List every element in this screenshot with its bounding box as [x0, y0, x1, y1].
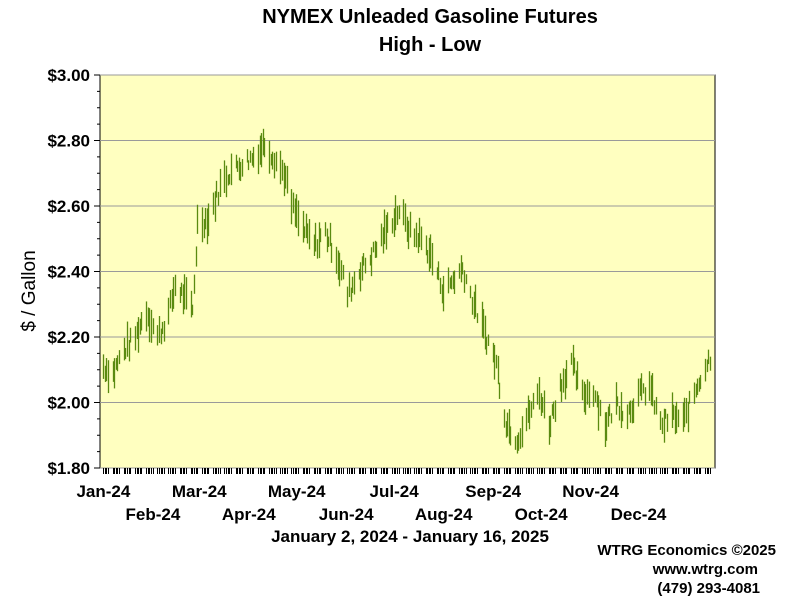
x-axis-ticks: [103, 468, 711, 474]
y-tick-label: $2.60: [47, 197, 90, 216]
credit-website[interactable]: www.wtrg.com: [652, 561, 758, 578]
x-month-label: Apr-24: [222, 505, 276, 524]
x-month-label: Nov-24: [562, 482, 619, 501]
credit-company: WTRG Economics ©2025: [597, 542, 776, 559]
x-month-label: Jun-24: [319, 505, 374, 524]
y-tick-label: $2.20: [47, 328, 90, 347]
grid-lines: [94, 74, 715, 469]
y-tick-label: $1.80: [47, 459, 90, 478]
y-axis-labels: $1.80 $2.00 $2.20 $2.40 $2.60 $2.80 $3.00: [47, 66, 90, 478]
x-month-label: Jan-24: [76, 482, 130, 501]
credit-phone: (479) 293-4081: [657, 580, 760, 597]
x-month-label: Oct-24: [515, 505, 568, 524]
x-month-label: Aug-24: [415, 505, 473, 524]
x-month-label: Mar-24: [172, 482, 227, 501]
date-range: January 2, 2024 - January 16, 2025: [271, 527, 549, 546]
y-tick-label: $2.80: [47, 132, 90, 151]
chart-title: NYMEX Unleaded Gasoline Futures: [262, 6, 598, 28]
price-bars: [102, 128, 712, 454]
y-tick-label: $3.00: [47, 66, 90, 85]
chart-subtitle: High - Low: [378, 34, 482, 56]
x-month-label: Feb-24: [126, 505, 181, 524]
y-axis-title: $ / Gallon: [19, 250, 40, 332]
x-axis-labels: Jan-24 Feb-24 Mar-24 Apr-24 May-24 Jun-24 Jul-…: [76, 482, 666, 524]
y-tick-label: $2.40: [47, 263, 90, 282]
x-month-label: Jul-24: [370, 482, 420, 501]
x-month-label: Dec-24: [611, 505, 667, 524]
x-month-label: May-24: [268, 482, 326, 501]
x-month-label: Sep-24: [465, 482, 521, 501]
y-tick-label: $2.00: [47, 394, 90, 413]
